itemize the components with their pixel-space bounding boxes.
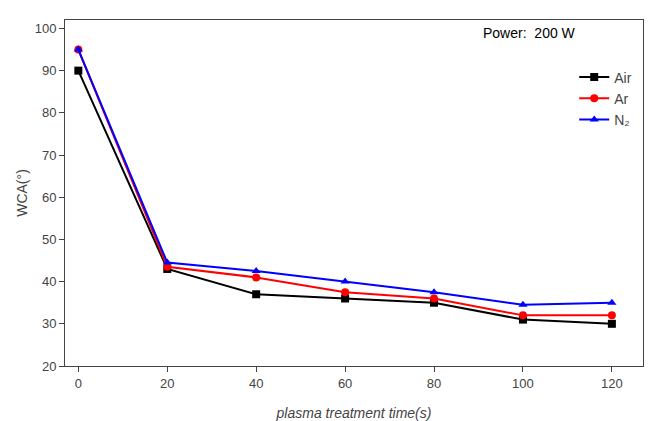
svg-text:WCA(°): WCA(°) [14, 169, 30, 217]
svg-text:80: 80 [427, 376, 441, 391]
svg-text:20: 20 [160, 376, 174, 391]
svg-text:80: 80 [42, 105, 56, 120]
svg-text:Ar: Ar [614, 91, 628, 107]
svg-text:Air: Air [614, 70, 631, 86]
svg-text:20: 20 [42, 359, 56, 374]
svg-text:120: 120 [601, 376, 623, 391]
svg-text:30: 30 [42, 316, 56, 331]
svg-text:plasma treatment time(s): plasma treatment time(s) [276, 405, 432, 421]
svg-text:Power: 200 W: Power: 200 W [483, 25, 576, 41]
svg-text:70: 70 [42, 148, 56, 163]
svg-text:100: 100 [512, 376, 534, 391]
svg-text:50: 50 [42, 232, 56, 247]
svg-text:60: 60 [338, 376, 352, 391]
svg-text:40: 40 [249, 376, 263, 391]
svg-text:0: 0 [75, 376, 82, 391]
svg-text:100: 100 [35, 21, 57, 36]
svg-text:90: 90 [42, 63, 56, 78]
svg-text:60: 60 [42, 190, 56, 205]
svg-text:N₂: N₂ [614, 112, 630, 128]
svg-text:40: 40 [42, 274, 56, 289]
